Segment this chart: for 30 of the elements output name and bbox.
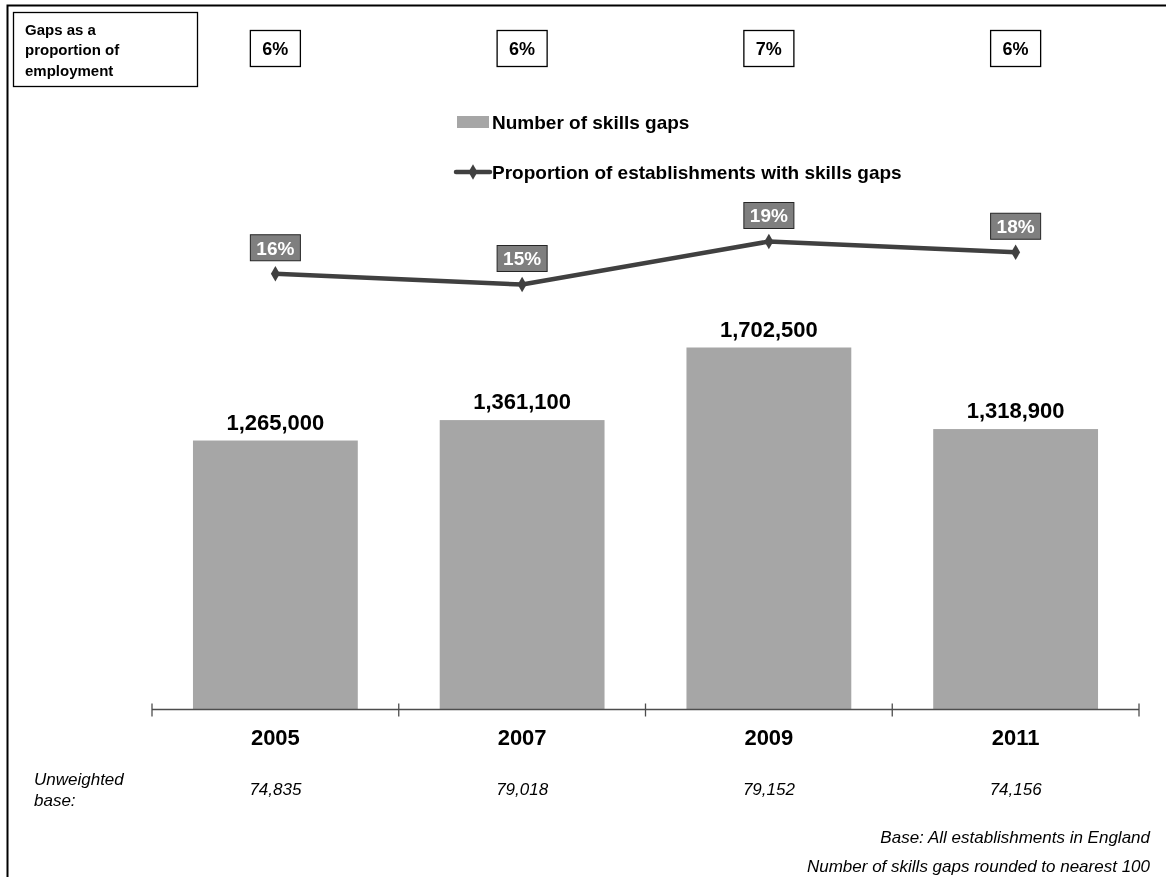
text: 74,835 xyxy=(249,780,302,800)
x-tick-label: 2011 xyxy=(991,724,1040,750)
data-label: 19% xyxy=(749,205,788,227)
x-tick-label: 2007 xyxy=(497,724,547,750)
data-label: 1,265,000 xyxy=(226,409,325,435)
x-tick-label: 2009 xyxy=(744,724,794,750)
text: 74,156 xyxy=(989,780,1043,800)
bar xyxy=(192,440,358,710)
data-label: 1,702,500 xyxy=(719,316,818,342)
bar xyxy=(439,420,605,710)
text: Unweighted base: xyxy=(34,770,125,811)
x-tick-label: 2005 xyxy=(250,724,300,750)
text: 6% xyxy=(509,38,536,59)
data-label: 1,318,900 xyxy=(966,398,1065,424)
legend-label: Number of skills gaps xyxy=(492,111,690,133)
text: Gaps as a proportion of employment xyxy=(25,21,121,79)
text: 6% xyxy=(1002,38,1029,59)
data-label: 1,361,100 xyxy=(473,389,572,415)
text: 79,018 xyxy=(496,780,549,800)
bar xyxy=(933,429,1099,710)
text: 7% xyxy=(755,38,782,59)
text: 79,152 xyxy=(742,780,796,800)
text: Number of skills gaps rounded to nearest 100 xyxy=(806,857,1151,877)
text: 6% xyxy=(262,38,289,59)
data-label: 16% xyxy=(256,237,295,259)
legend-label: Proportion of establishments with skills gaps xyxy=(492,161,902,183)
text: Base: All establishments in England xyxy=(880,828,1151,848)
data-label: 15% xyxy=(503,248,542,270)
data-label: 18% xyxy=(996,216,1035,238)
bar xyxy=(686,347,852,710)
